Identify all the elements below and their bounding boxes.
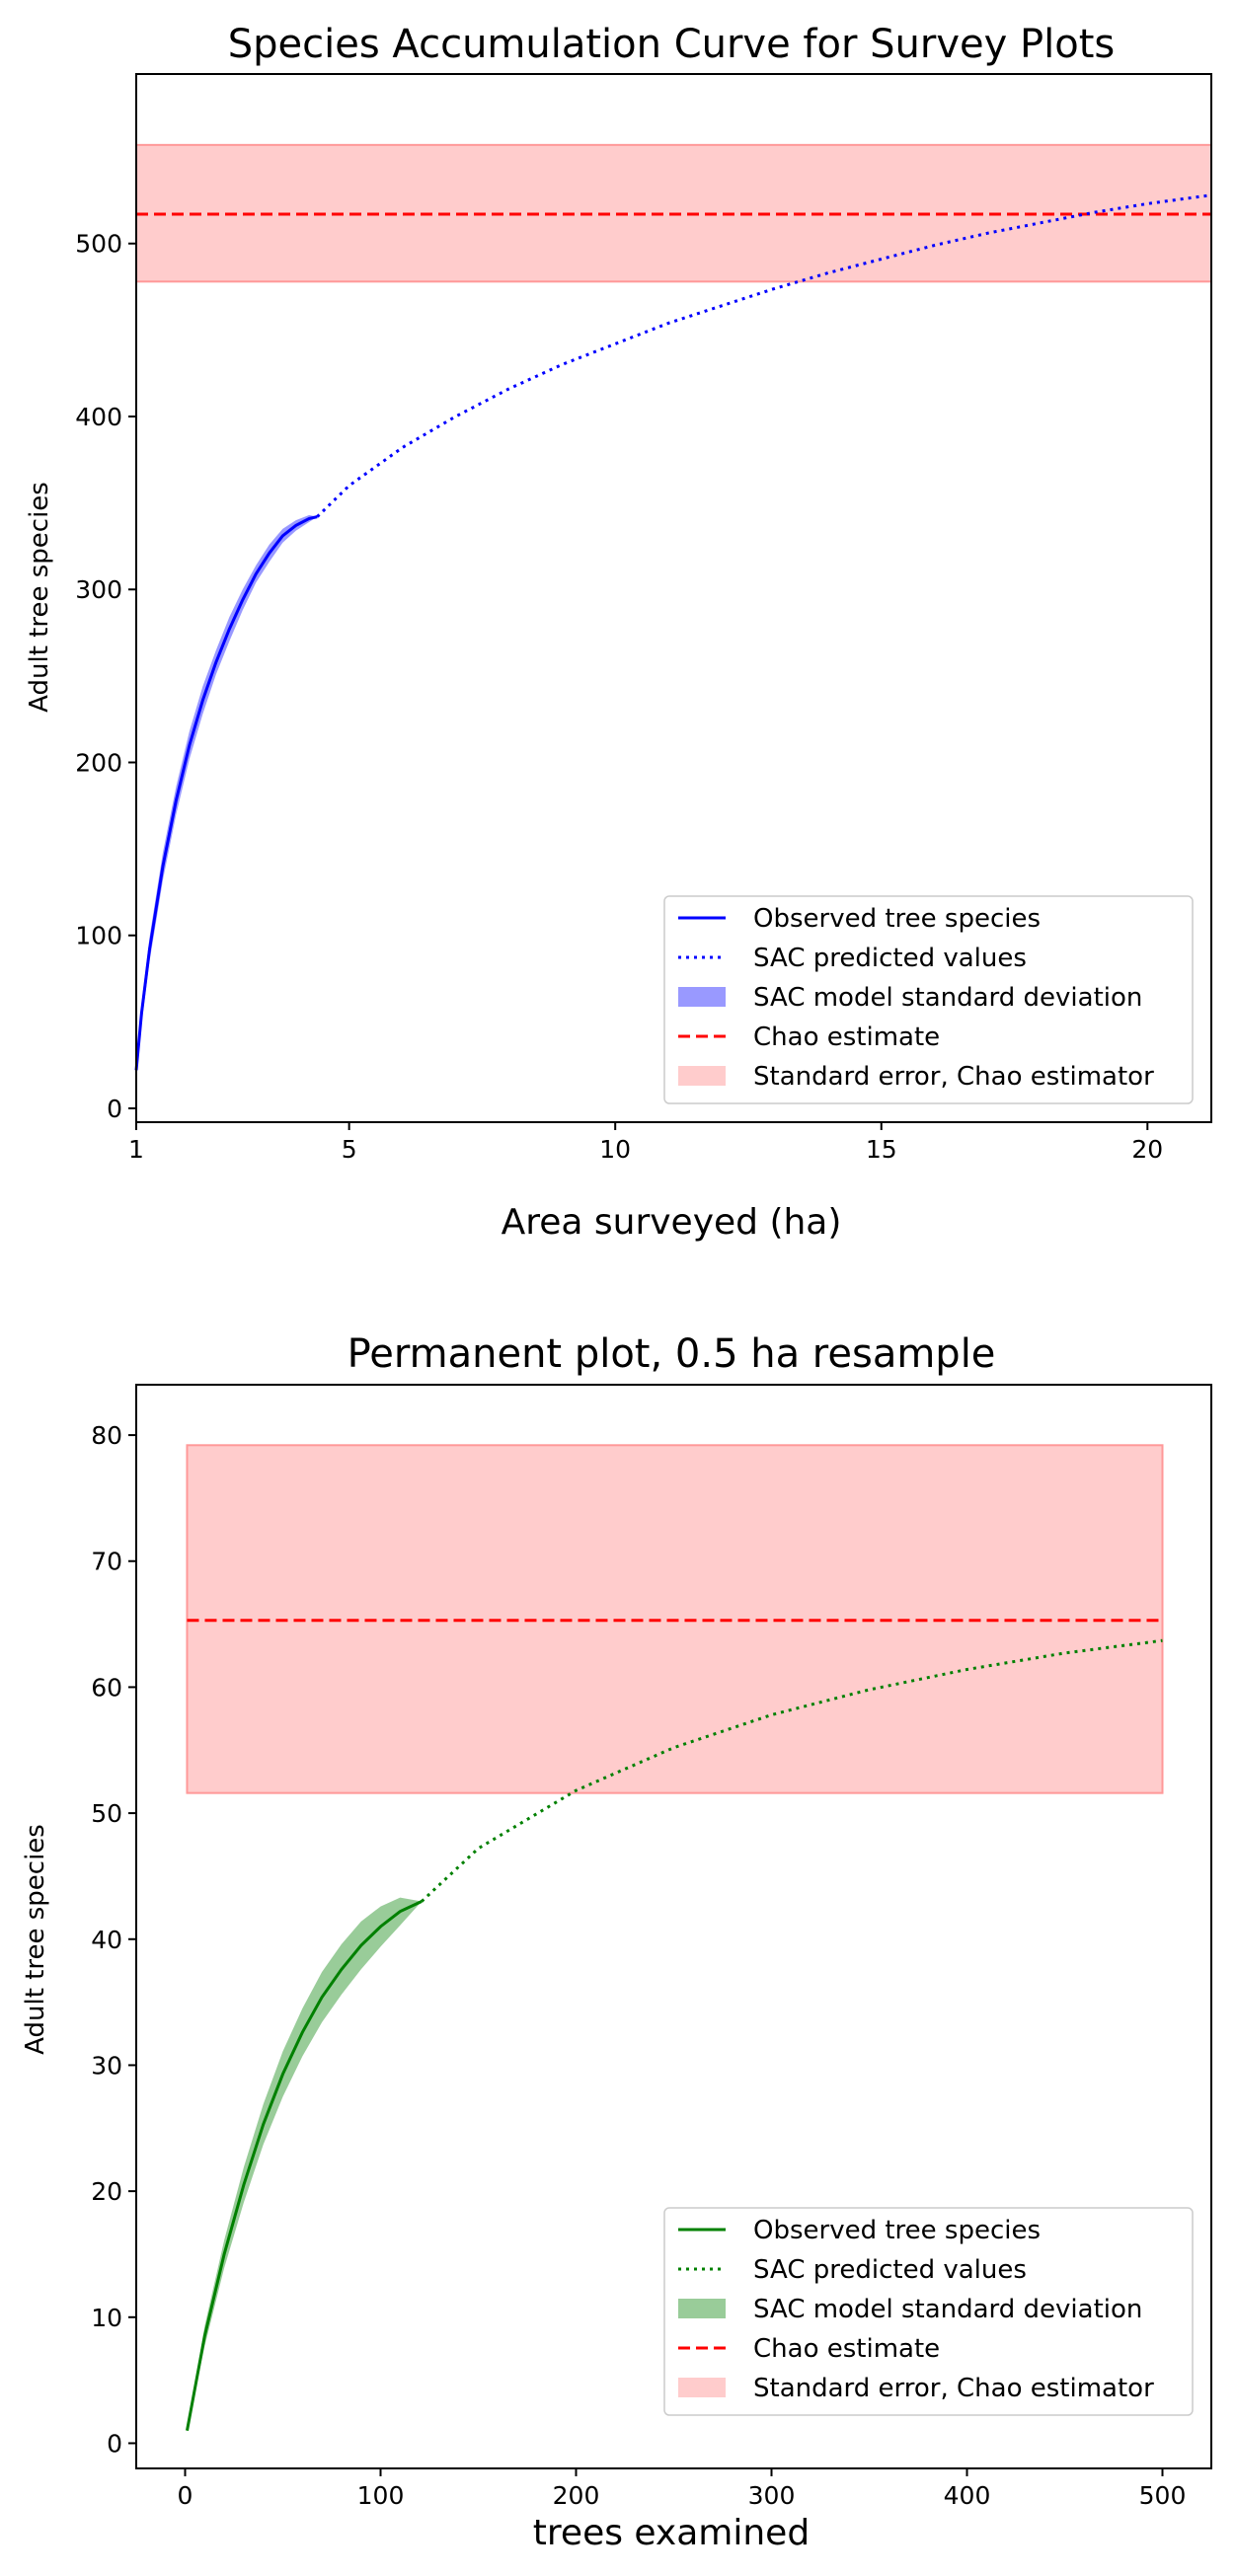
x-tick-label: 500	[1139, 2481, 1187, 2510]
y-tick-label: 80	[91, 1421, 122, 1450]
x-tick-label: 5	[342, 1135, 357, 1164]
x-tick-label: 100	[357, 2481, 405, 2510]
legend-label: Chao estimate	[753, 1023, 940, 1052]
legend-label: Observed tree species	[753, 904, 1041, 934]
axes-frame	[135, 73, 1212, 1123]
x-tick-label: 0	[178, 2481, 193, 2510]
x-tick-label: 300	[748, 2481, 796, 2510]
x-tick-label: 1	[128, 1135, 144, 1164]
x-tick-label: 400	[944, 2481, 991, 2510]
legend-swatch-chao-se	[678, 2378, 726, 2397]
axis-ticks: 0 100 200 300 400 500 0 10 20 30 40 50 60 70 80	[91, 1421, 1186, 2510]
plot-area	[134, 143, 1212, 1080]
x-tick-label: 20	[1131, 1135, 1163, 1164]
observed-species-line	[186, 1900, 423, 2431]
x-tick-label: 15	[866, 1135, 897, 1164]
y-axis-label: Adult tree species	[21, 1824, 50, 2055]
y-tick-label: 50	[91, 1799, 122, 1828]
y-tick-label: 30	[91, 2051, 122, 2080]
y-tick-label: 40	[91, 1926, 122, 1954]
y-tick-label: 200	[75, 748, 122, 777]
observed-species-line	[134, 515, 318, 1071]
y-tick-label: 300	[75, 575, 122, 604]
y-tick-label: 100	[75, 922, 122, 950]
legend: Observed tree species SAC predicted valu…	[663, 2207, 1194, 2416]
legend-label: SAC predicted values	[753, 944, 1027, 973]
y-tick-label: 0	[107, 2429, 122, 2458]
y-tick-label: 70	[91, 1548, 122, 1576]
y-tick-label: 500	[75, 230, 122, 259]
sac-predicted-line	[316, 193, 1212, 518]
sac-sd-band	[136, 514, 318, 1080]
y-tick-label: 20	[91, 2177, 122, 2206]
y-tick-label: 60	[91, 1673, 122, 1702]
axes-frame	[135, 1384, 1212, 2469]
legend-label: SAC model standard deviation	[753, 2295, 1142, 2324]
legend: Observed tree species SAC predicted valu…	[663, 895, 1194, 1104]
sac-sd-band	[187, 1897, 423, 2431]
x-tick-label: 10	[599, 1135, 631, 1164]
x-axis-label: trees examined	[533, 2513, 810, 2553]
species-accumulation-chart: Species Accumulation Curve for Survey Pl…	[25, 22, 1212, 1243]
y-tick-label: 0	[107, 1095, 122, 1123]
permanent-plot-chart: Permanent plot, 0.5 ha resample trees ex…	[21, 1331, 1212, 2553]
legend-swatch-chao-se	[678, 1066, 726, 1086]
legend-label: Chao estimate	[753, 2334, 940, 2364]
y-tick-label: 400	[75, 403, 122, 431]
x-tick-label: 200	[553, 2481, 600, 2510]
legend-frame	[663, 895, 1194, 1104]
chart-title: Species Accumulation Curve for Survey Pl…	[228, 22, 1115, 67]
y-tick-label: 10	[91, 2304, 122, 2332]
legend-label: SAC predicted values	[753, 2255, 1027, 2285]
legend-label: Standard error, Chao estimator	[753, 2374, 1154, 2403]
legend-label: Observed tree species	[753, 2216, 1041, 2245]
legend-swatch-sd	[678, 2299, 726, 2318]
chart-title: Permanent plot, 0.5 ha resample	[348, 1331, 996, 1377]
plot-area	[186, 1444, 1164, 2431]
legend-label: Standard error, Chao estimator	[753, 1062, 1154, 1092]
legend-swatch-sd	[678, 987, 726, 1007]
legend-frame	[663, 2207, 1194, 2416]
y-axis-label: Adult tree species	[25, 482, 54, 713]
x-axis-label: Area surveyed (ha)	[502, 1202, 842, 1243]
legend-label: SAC model standard deviation	[753, 983, 1142, 1013]
